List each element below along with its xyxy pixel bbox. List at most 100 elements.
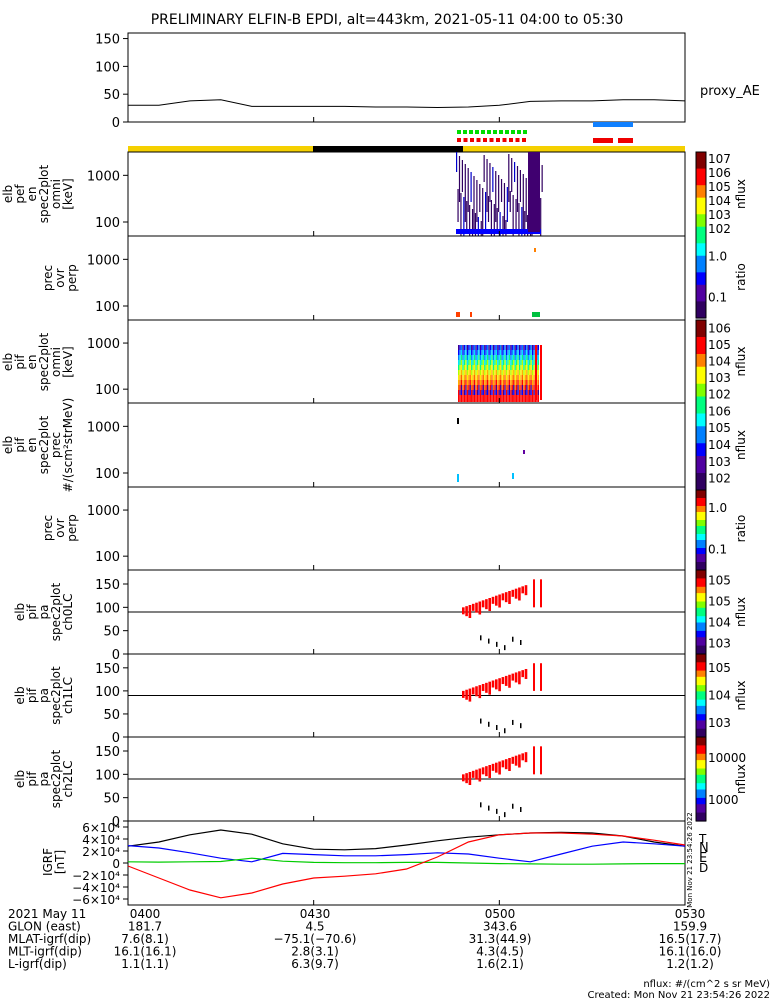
pif-flux-cell <box>487 370 489 375</box>
pef-flux-strip <box>467 168 469 212</box>
pa1-colorbar-swatch <box>696 670 706 674</box>
pif-flux-cell <box>481 370 483 375</box>
pif-flux-cell <box>517 365 519 370</box>
science-zone-marker <box>487 130 491 134</box>
science-zone-marker <box>505 130 509 134</box>
pa1-colorbar-swatch <box>696 693 706 697</box>
pif-flux-cell <box>537 365 540 370</box>
pif-flux-cell <box>507 395 509 402</box>
pif-flux-cell <box>466 395 468 402</box>
pif-flux-cell <box>497 345 499 350</box>
pef-ylabel: en <box>25 187 39 202</box>
pef-flux-strip <box>493 204 495 242</box>
pif-flux-cell <box>465 350 467 355</box>
pif-flux-cell <box>489 355 492 360</box>
pif-flux-cell <box>460 385 463 390</box>
pif-flux-strip <box>540 345 542 400</box>
pif-flux-cell <box>502 345 505 350</box>
pif-flux-cell <box>529 375 531 380</box>
pif-flux-cell <box>501 360 503 365</box>
pa0-flux-cell <box>514 588 518 599</box>
pif-flux-cell <box>523 375 525 380</box>
pif-flux-cell <box>471 350 473 355</box>
pif-flux-cell <box>481 380 483 385</box>
pif-flux-cell <box>495 395 497 402</box>
pif-flux-cell <box>508 355 511 360</box>
pa1-colorbar-swatch <box>696 724 706 728</box>
pif-flux-cell <box>498 345 500 350</box>
pef-colorbar-swatch <box>696 239 706 244</box>
pif-flux-cell <box>513 380 515 385</box>
pif-flux-cell <box>481 355 483 360</box>
pif-flux-cell <box>508 375 511 380</box>
pif-flux-cell <box>518 385 521 390</box>
science-zone-marker <box>522 138 526 142</box>
science-zone-marker <box>475 130 479 134</box>
pif-flux-cell <box>479 345 482 350</box>
pa1-colorbar-swatch <box>696 672 706 676</box>
pa0-colorbar-swatch <box>696 616 706 619</box>
footer-created: Created: Mon Nov 21 23:54:26 2022 <box>587 990 770 1000</box>
pif-flux-cell <box>463 365 466 370</box>
pa0-flux-cell <box>465 606 468 617</box>
plot-title: PRELIMINARY ELFIN-B EPDI, alt=443km, 202… <box>151 12 624 28</box>
pif-spectrogram-frame <box>127 319 686 404</box>
pa2-colorbar-swatch <box>696 743 706 746</box>
pef-flux-strip <box>486 159 488 212</box>
pef-flux-strip <box>512 195 514 242</box>
pif-prec-frame <box>127 402 686 488</box>
pif-flux-cell <box>504 355 506 360</box>
ae-ytick-label: 50 <box>103 88 120 103</box>
pif-flux-cell <box>521 365 524 370</box>
pif-flux-cell <box>508 390 511 395</box>
pef-colorbar-swatch <box>696 152 706 157</box>
pif-flux-cell <box>521 375 524 380</box>
pef-colorbar-swatch <box>696 247 706 253</box>
pif-flux-cell <box>485 375 487 380</box>
pa0-colorbar-swatch <box>696 612 706 615</box>
pef-flux-strip <box>458 156 461 202</box>
pif-flux-cell <box>491 370 493 375</box>
pef-flux-strip <box>528 152 540 232</box>
pa2-colorbar-swatch <box>696 776 706 780</box>
ephemeris-value: 1.2(1.2) <box>666 957 714 971</box>
pif-flux-cell <box>489 375 492 380</box>
science-zone-marker <box>470 138 474 142</box>
pif-flux-cell <box>529 345 531 350</box>
pef-flux-strip <box>490 200 492 252</box>
pif-colorbar-swatch <box>696 375 706 381</box>
pif-ratio-colorbar-swatch <box>696 510 706 513</box>
pif-flux-cell <box>505 385 508 390</box>
science-zone-marker <box>463 138 468 142</box>
pif-flux-cell <box>458 345 460 350</box>
pef-colorbar-swatch <box>696 164 706 170</box>
igrf-ytick-label: 4×10⁴ <box>82 833 120 847</box>
pif-flux-cell <box>489 385 492 390</box>
pif-flux-cell <box>500 365 502 370</box>
pa0-colorbar-swatch <box>696 618 706 621</box>
science-zone-marker <box>481 130 485 134</box>
pif-flux-cell <box>484 375 486 380</box>
pif-flux-cell <box>468 355 470 360</box>
pif-ratio-colorbar-swatch <box>696 544 706 547</box>
pif-flux-cell <box>537 395 540 402</box>
pif-flux-cell <box>504 360 506 365</box>
pif-flux-cell <box>478 380 480 385</box>
pif-flux-cell <box>507 385 509 390</box>
pa1-colorbar-swatch <box>696 666 706 670</box>
science-zone-marker <box>463 130 467 134</box>
pef-colorbar-swatch <box>696 156 706 161</box>
ephemeris-value: 4.3(4.5) <box>476 945 524 959</box>
pif-flux-cell <box>497 395 499 402</box>
pa1-colorbar-swatch <box>696 712 706 715</box>
pa2-flux-cell <box>520 807 522 812</box>
pif-flux-cell <box>507 355 509 360</box>
pa1-flux-cell <box>504 728 506 734</box>
ephemeris-row-label: L-igrf(dip) <box>8 957 67 971</box>
pa2-colorbar-swatch <box>696 808 706 812</box>
pa1-colorbar-swatch <box>696 726 706 730</box>
pa0-ylabel: elb <box>13 603 27 621</box>
pif-flux-cell <box>458 395 460 402</box>
pa2-flux-cell <box>481 767 485 775</box>
pif-flux-cell <box>516 355 518 360</box>
